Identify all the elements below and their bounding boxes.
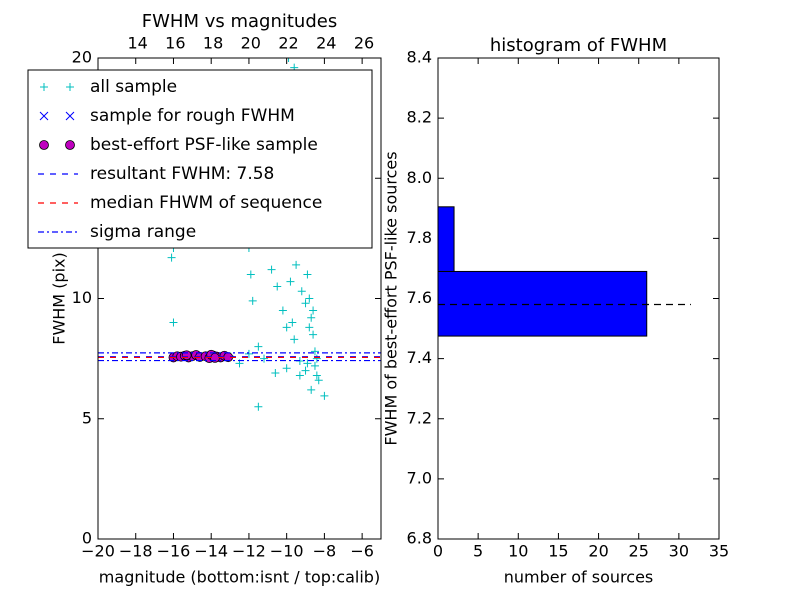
x-tick-label: −10 bbox=[270, 542, 304, 561]
legend-label: sigma range bbox=[90, 222, 196, 242]
marker-plus bbox=[244, 349, 253, 358]
y-tick-label: 7.6 bbox=[407, 288, 432, 307]
marker-plus bbox=[271, 369, 280, 378]
x-tick-label: 0 bbox=[433, 542, 443, 561]
legend-label: best-effort PSF-like sample bbox=[90, 135, 318, 155]
y-tick-label: 7.0 bbox=[407, 468, 432, 487]
marker-plus bbox=[282, 323, 291, 332]
y-tick-label: 7.4 bbox=[407, 348, 432, 367]
y-tick-label: 8.4 bbox=[407, 48, 432, 67]
y-axis-label: FWHM (pix) bbox=[50, 252, 69, 345]
chart-title: FWHM vs magnitudes bbox=[142, 11, 337, 32]
y-tick-label: 0 bbox=[82, 529, 92, 548]
marker-x bbox=[39, 111, 49, 121]
marker-circle bbox=[65, 140, 75, 150]
marker-plus bbox=[260, 354, 269, 363]
marker-plus bbox=[282, 364, 291, 373]
marker-plus bbox=[167, 253, 176, 262]
marker-plus bbox=[254, 402, 263, 411]
marker-plus bbox=[297, 287, 306, 296]
marker-plus bbox=[273, 282, 282, 291]
marker-circle bbox=[181, 350, 192, 361]
top-tick-label: 22 bbox=[278, 34, 298, 53]
marker-plus bbox=[292, 260, 301, 269]
axes-frame bbox=[97, 57, 382, 540]
marker-plus bbox=[286, 277, 295, 286]
marker-plus bbox=[305, 323, 314, 332]
bar bbox=[437, 270, 648, 337]
marker-plus bbox=[66, 83, 74, 91]
legend-box bbox=[27, 69, 373, 249]
x-tick-label: −14 bbox=[194, 542, 228, 561]
x-tick-label: 10 bbox=[508, 542, 528, 561]
legend-label: all sample bbox=[90, 77, 177, 97]
marker-plus bbox=[310, 347, 319, 356]
x-tick-label: −18 bbox=[119, 542, 153, 561]
y-tick-label: 8.0 bbox=[407, 168, 432, 187]
marker-plus bbox=[305, 294, 314, 303]
top-tick-label: 14 bbox=[127, 34, 147, 53]
y-tick-label: 10 bbox=[72, 288, 92, 307]
marker-plus bbox=[307, 385, 316, 394]
x-axis-label: magnitude (bottom:isnt / top:calib) bbox=[99, 568, 380, 587]
marker-plus bbox=[309, 330, 318, 339]
x-tick-label: 30 bbox=[669, 542, 689, 561]
marker-plus bbox=[267, 265, 276, 274]
marker-plus bbox=[312, 354, 321, 363]
x-tick-label: −12 bbox=[232, 542, 266, 561]
x-tick-label: −20 bbox=[81, 542, 115, 561]
axes-frame bbox=[437, 57, 720, 540]
x-tick-label: −8 bbox=[313, 542, 337, 561]
top-tick-label: 26 bbox=[354, 34, 374, 53]
x-tick-label: 35 bbox=[709, 542, 729, 561]
y-tick-label: 6.8 bbox=[407, 529, 432, 548]
y-tick-label: 7.2 bbox=[407, 408, 432, 427]
top-tick-label: 16 bbox=[165, 34, 185, 53]
marker-plus bbox=[303, 270, 312, 279]
top-tick-label: 24 bbox=[316, 34, 336, 53]
marker-plus bbox=[278, 306, 287, 315]
legend-label: resultant FWHM: 7.58 bbox=[90, 164, 274, 184]
y-axis-label: FWHM of best-effort PSF-like sources bbox=[382, 151, 401, 445]
marker-plus bbox=[314, 376, 323, 385]
plot-content bbox=[98, 58, 381, 411]
marker-plus bbox=[320, 391, 329, 400]
marker-plus bbox=[288, 318, 297, 327]
marker-plus bbox=[290, 335, 299, 344]
legend-label: sample for rough FWHM bbox=[90, 106, 295, 126]
x-tick-label: 20 bbox=[588, 542, 608, 561]
top-tick-label: 20 bbox=[241, 34, 261, 53]
chart-title: histogram of FWHM bbox=[490, 35, 667, 56]
y-tick-label: 7.8 bbox=[407, 228, 432, 247]
x-tick-label: −6 bbox=[350, 542, 374, 561]
x-tick-label: 25 bbox=[629, 542, 649, 561]
marker-plus bbox=[301, 366, 310, 375]
legend-label: median FHWM of sequence bbox=[90, 193, 322, 213]
marker-plus bbox=[310, 361, 319, 370]
marker-plus bbox=[309, 306, 318, 315]
x-axis-label: number of sources bbox=[504, 568, 654, 587]
marker-plus bbox=[312, 371, 321, 380]
marker-plus bbox=[301, 299, 310, 308]
marker-plus bbox=[40, 83, 48, 91]
bar bbox=[437, 206, 455, 272]
marker-x bbox=[65, 111, 75, 121]
marker-plus bbox=[284, 58, 293, 62]
x-tick-label: 15 bbox=[548, 542, 568, 561]
marker-plus bbox=[254, 342, 263, 351]
marker-plus bbox=[307, 313, 316, 322]
marker-plus bbox=[295, 371, 304, 380]
marker-plus bbox=[246, 270, 255, 279]
marker-circle bbox=[39, 140, 49, 150]
y-tick-label: 5 bbox=[82, 408, 92, 427]
marker-plus bbox=[248, 296, 257, 305]
y-tick-label: 8.2 bbox=[407, 108, 432, 127]
top-tick-label: 18 bbox=[203, 34, 223, 53]
y-tick-label: 20 bbox=[72, 48, 92, 67]
marker-plus bbox=[169, 318, 178, 327]
x-tick-label: −16 bbox=[157, 542, 191, 561]
x-tick-label: 5 bbox=[473, 542, 483, 561]
marker-plus bbox=[303, 359, 312, 368]
